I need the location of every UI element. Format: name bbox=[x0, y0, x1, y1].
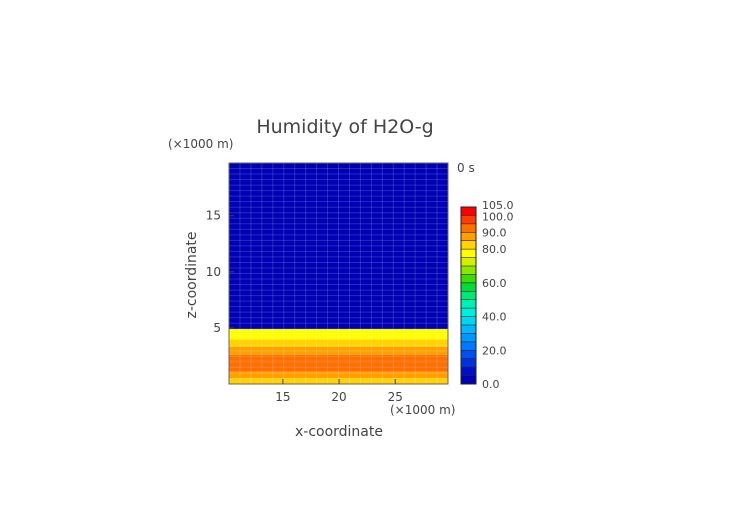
axes: 15 20 25 5 10 15 bbox=[206, 162, 449, 404]
y-tick-label: 5 bbox=[213, 321, 221, 335]
humidity-layer bbox=[229, 360, 448, 367]
colorbar-swatch bbox=[461, 282, 476, 292]
colorbar-swatch bbox=[461, 274, 476, 283]
humidity-layer bbox=[229, 339, 448, 347]
colorbar-tick-label: 60.0 bbox=[482, 277, 507, 290]
colorbar-swatch bbox=[461, 350, 476, 359]
colorbar-swatch bbox=[461, 291, 476, 300]
colorbar-swatch bbox=[461, 257, 476, 266]
colorbar-swatch bbox=[461, 308, 476, 317]
colorbar-tick-label: 40.0 bbox=[482, 311, 507, 324]
colorbar-swatch bbox=[461, 215, 476, 224]
colorbar-swatch bbox=[461, 333, 476, 342]
colorbar-frame bbox=[460, 206, 477, 385]
x-tick-label: 15 bbox=[275, 390, 290, 404]
humidity-layer bbox=[229, 366, 448, 372]
y-tick-label: 15 bbox=[206, 209, 221, 223]
colorbar-swatch bbox=[461, 240, 476, 250]
colorbar-tick-label: 100.0 bbox=[482, 210, 514, 223]
colorbar-tick-label: 0.0 bbox=[482, 378, 500, 391]
colorbar-tick-label: 105.0 bbox=[482, 199, 514, 212]
colorbar-swatch bbox=[461, 316, 476, 325]
x-tick-label: 25 bbox=[388, 390, 403, 404]
x-axis-label: x-coordinate bbox=[295, 424, 383, 440]
colorbar-swatch bbox=[461, 223, 476, 233]
colorbar-tick-label: 20.0 bbox=[482, 344, 507, 357]
plot-frame bbox=[228, 162, 449, 385]
time-label: 0 s bbox=[457, 161, 475, 175]
colorbar-swatch bbox=[461, 341, 476, 351]
chart-title: Humidity of H2O-g bbox=[256, 116, 433, 138]
humidity-layer bbox=[229, 346, 448, 355]
colorbar-swatch bbox=[461, 367, 476, 376]
colorbar-tick-label: 80.0 bbox=[482, 243, 507, 256]
humidity-layer bbox=[229, 371, 448, 379]
colorbar-tick-label: 90.0 bbox=[482, 226, 507, 239]
x-unit-label: (×1000 m) bbox=[390, 403, 455, 417]
colorbar-swatch bbox=[461, 358, 476, 368]
colorbar-swatch bbox=[461, 207, 476, 216]
colorbar-swatch bbox=[461, 249, 476, 258]
y-unit-label: (×1000 m) bbox=[168, 137, 233, 151]
y-tick-label: 10 bbox=[206, 265, 221, 279]
colorbar-swatch bbox=[461, 299, 476, 309]
plot-area bbox=[229, 163, 448, 384]
humidity-layer bbox=[229, 163, 448, 330]
y-axis-label: z-coordinate bbox=[184, 231, 200, 318]
humidity-layer bbox=[229, 354, 448, 361]
humidity-layer bbox=[229, 329, 448, 340]
grid-lines bbox=[229, 163, 448, 384]
humidity-layer bbox=[229, 378, 448, 384]
colorbar-swatch bbox=[461, 375, 476, 384]
colorbar-swatch bbox=[461, 266, 476, 275]
colorbar-swatch bbox=[461, 325, 476, 334]
x-tick-label: 20 bbox=[331, 390, 346, 404]
colorbar-swatch bbox=[461, 232, 476, 241]
